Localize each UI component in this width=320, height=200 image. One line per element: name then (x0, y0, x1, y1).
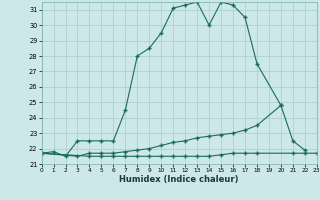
X-axis label: Humidex (Indice chaleur): Humidex (Indice chaleur) (119, 175, 239, 184)
